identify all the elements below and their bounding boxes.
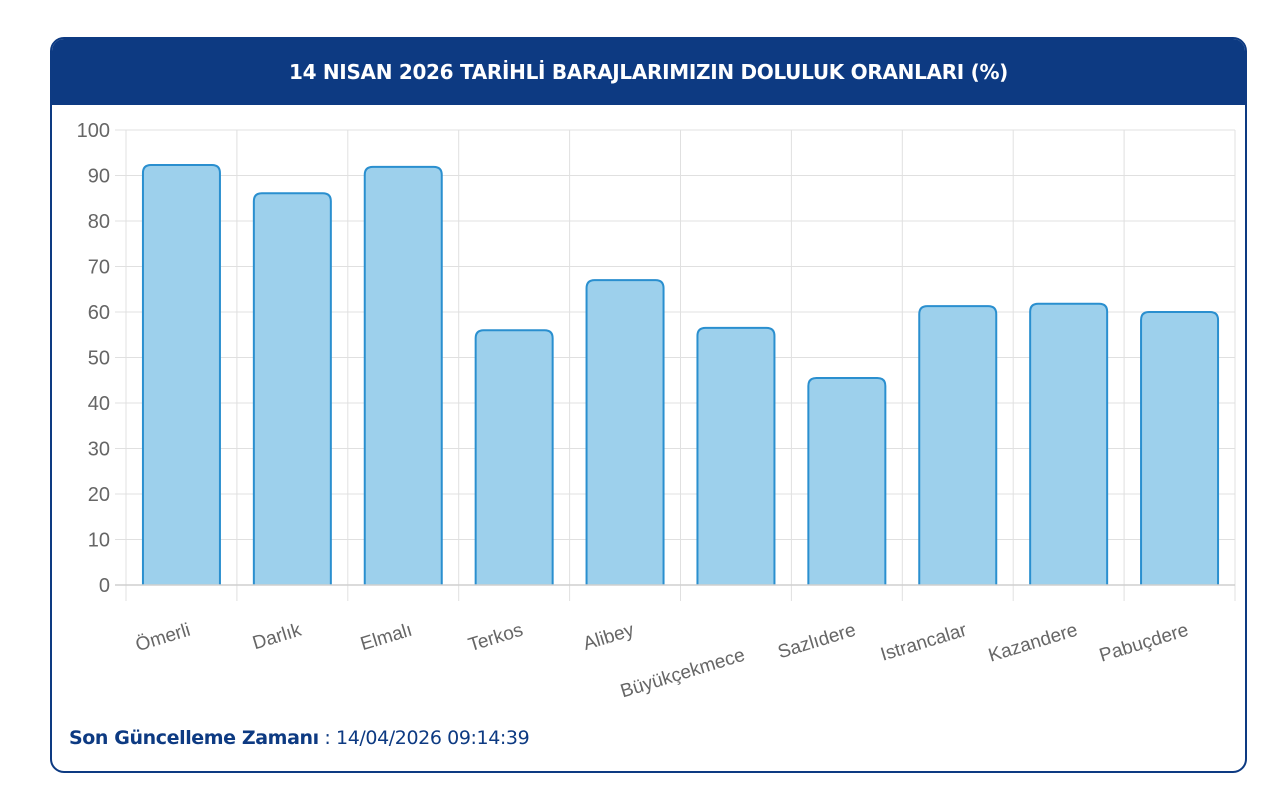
x-tick-label: Kazandere: [986, 620, 1080, 667]
bar-ömerli: [141, 164, 221, 585]
bar-terkos: [474, 329, 554, 585]
bar-sazlıdere: [807, 376, 887, 585]
x-tick-label: Pabuçdere: [1097, 620, 1191, 667]
y-tick-label: 70: [88, 257, 110, 279]
last-update: Son Güncelleme Zamanı : 14/04/2026 09:14…: [69, 727, 530, 749]
x-tick-label: Terkos: [466, 620, 526, 656]
last-update-label: Son Güncelleme Zamanı: [69, 727, 319, 749]
bar-pabuçdere: [1140, 311, 1220, 585]
x-tick-label: Büyükçekmece: [618, 645, 747, 703]
bar-darlık: [252, 192, 332, 585]
y-tick-label: 60: [88, 302, 110, 324]
bar-büyükçekmece: [696, 326, 776, 585]
y-tick-label: 90: [88, 166, 110, 188]
x-tick-label: Elmalı: [358, 620, 415, 656]
y-tick-label: 100: [77, 120, 110, 142]
y-tick-label: 10: [88, 530, 110, 552]
x-tick-label: Sazlıdere: [775, 620, 858, 664]
y-tick-label: 40: [88, 393, 110, 415]
y-tick-label: 50: [88, 348, 110, 370]
bar-chart: 0 10 20 30 40 50 60 70 80 90 100 Ömerli Darlık Elmalı…: [77, 120, 1236, 703]
x-tick-label: Darlık: [250, 620, 304, 655]
bar-istrancalar: [918, 305, 998, 585]
y-tick-label: 20: [88, 484, 110, 506]
x-tick-label: Istrancalar: [878, 620, 970, 666]
y-tick-label: 80: [88, 211, 110, 233]
x-tick-label: Ömerli: [133, 620, 193, 656]
card-header: 14 NISAN 2026 TARİHLİ BARAJLARIMIZIN DOL…: [52, 39, 1245, 105]
last-update-value: 14/04/2026 09:14:39: [336, 727, 530, 749]
chart-title: 14 NISAN 2026 TARİHLİ BARAJLARIMIZIN DOL…: [288, 60, 1009, 84]
dam-occupancy-card: 14 NISAN 2026 TARİHLİ BARAJLARIMIZIN DOL…: [50, 37, 1247, 773]
bar-kazandere: [1029, 302, 1109, 585]
last-update-separator: :: [318, 727, 337, 749]
y-tick-label: 0: [99, 575, 110, 597]
x-tick-label: Alibey: [581, 620, 637, 655]
bar-elmalı: [363, 165, 443, 585]
y-tick-label: 30: [88, 439, 110, 461]
bar-alibey: [585, 279, 665, 585]
